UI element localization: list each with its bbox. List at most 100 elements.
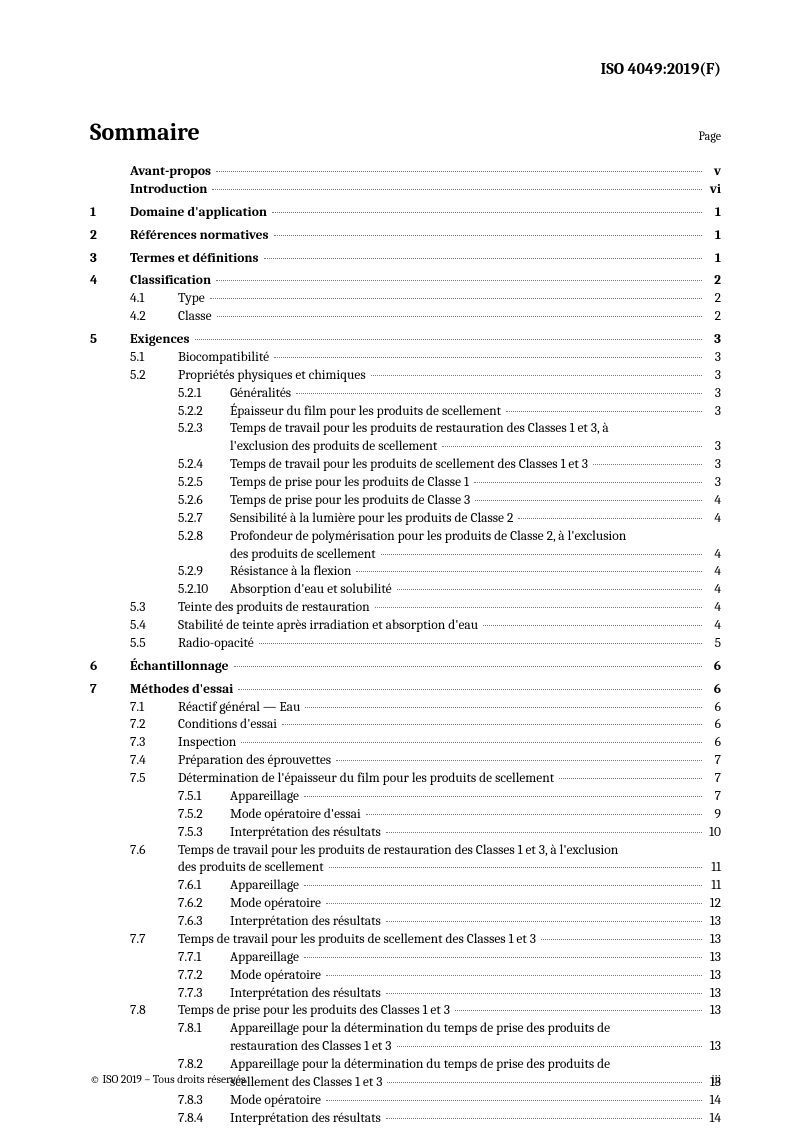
toc-entry-page: 6 [704, 700, 721, 717]
toc-entry-number: 7.5.1 [178, 789, 230, 806]
toc-leader [274, 357, 702, 358]
toc-entry-label: Temps de travail pour les produits de re… [178, 843, 621, 860]
toc-entry-number: 7.5.3 [178, 825, 230, 842]
toc-entry-label: Épaisseur du film pour les produits de s… [230, 404, 504, 421]
toc-leader [326, 975, 702, 976]
toc-leader [274, 235, 703, 236]
toc-entry: 7.5.3Interprétation des résultats10 [90, 825, 721, 842]
toc-entry-page: 1 [704, 251, 721, 268]
toc-leader [326, 903, 702, 904]
toc-leader [483, 625, 702, 626]
toc-entry-page: 2 [704, 309, 721, 326]
document-header: ISO 4049:2019(F) [90, 60, 721, 78]
toc-entry-number: 5.3 [130, 600, 178, 617]
copyright-text: © ISO 2019 – Tous droits réservés [90, 1073, 245, 1086]
toc-entry-label: Appareillage [230, 950, 302, 967]
toc-entry-label: Domaine d'application [130, 205, 270, 222]
toc-entry-number: 5.2.10 [178, 582, 230, 599]
toc-entry: l'exclusion des produits de scellement3 [90, 439, 721, 456]
toc-leader [541, 939, 702, 940]
toc-entry: 7.6Temps de travail pour les produits de… [90, 843, 721, 860]
toc-entry-label: restauration des Classes 1 et 3 [230, 1039, 395, 1056]
toc-entry-label: Introduction [130, 182, 210, 199]
toc-entry-label: Sensibilité à la lumière pour les produi… [230, 511, 516, 528]
toc-entry: 7.5.1Appareillage7 [90, 789, 721, 806]
toc-entry: 7.6.2Mode opératoire12 [90, 896, 721, 913]
toc-entry-label: Réactif général — Eau [178, 700, 303, 717]
toc-entry-page: 3 [704, 404, 721, 421]
toc-entry: Introductionvi [90, 182, 721, 199]
toc-leader [272, 212, 702, 213]
toc-entry: 7.6.3Interprétation des résultats13 [90, 914, 721, 931]
toc-leader [326, 1100, 702, 1101]
toc-entry-page: 6 [704, 682, 721, 699]
toc-entry: 5.5Radio-opacité5 [90, 636, 721, 653]
toc-entry-page: 13 [704, 914, 721, 931]
toc-leader [234, 666, 702, 667]
toc-entry-page: v [704, 164, 721, 181]
toc-entry: 5.4Stabilité de teinte après irradiation… [90, 618, 721, 635]
toc-entry-number: 5.2.3 [178, 421, 230, 438]
toc-entry-label: Avant-propos [130, 164, 214, 181]
toc-entry-label: Résistance à la flexion [230, 564, 354, 581]
toc-leader [455, 1010, 702, 1011]
toc-leader [371, 375, 702, 376]
toc-entry-label: Inspection [178, 735, 239, 752]
toc-entry: 7.1Réactif général — Eau6 [90, 700, 721, 717]
toc-leader [329, 867, 702, 868]
toc-entry-label: Stabilité de teinte après irradiation et… [178, 618, 481, 635]
toc-entry: Avant-propos v [90, 164, 721, 181]
toc-entry-page: 6 [704, 735, 721, 752]
toc-entry: 5.2.2Épaisseur du film pour les produits… [90, 404, 721, 421]
toc-entry-label: Méthodes d'essai [130, 682, 236, 699]
toc-leader [397, 589, 702, 590]
toc-entry-number: 7.5 [130, 771, 178, 788]
toc-entry-page: 7 [704, 771, 721, 788]
toc-entry-label: Temps de travail pour les produits de re… [230, 421, 612, 438]
toc-leader [216, 171, 702, 172]
toc-entry: 5.2.8Profondeur de polymérisation pour l… [90, 529, 721, 546]
toc-entry-label: Interprétation des résultats [230, 986, 384, 1003]
toc-entry-number: 7.6 [130, 843, 178, 860]
toc-leader [506, 411, 702, 412]
toc-entry: 5.1Biocompatibilité3 [90, 350, 721, 367]
toc-entry-label: Classification [130, 273, 214, 290]
toc-entry-label: Temps de travail pour les produits de sc… [178, 932, 539, 949]
toc-entry: 7.8.1Appareillage pour la détermination … [90, 1021, 721, 1038]
toc-entry-label: Type [178, 291, 208, 308]
toc-entry: 5.2.5Temps de prise pour les produits de… [90, 475, 721, 492]
toc-entry-page: 13 [704, 950, 721, 967]
toc-entry: des produits de scellement11 [90, 860, 721, 877]
toc-entry-label: Mode opératoire [230, 1093, 324, 1110]
toc-entry-number: 7.4 [130, 753, 178, 770]
toc-entry-number: 5.2.6 [178, 493, 230, 510]
toc-leader [386, 921, 702, 922]
toc-entry-page: 4 [704, 564, 721, 581]
toc-entry-page: 2 [704, 291, 721, 308]
toc-entry: 5.2.7Sensibilité à la lumière pour les p… [90, 511, 721, 528]
toc-entry-page: 4 [704, 511, 721, 528]
toc-entry-label: Conditions d'essai [178, 717, 280, 734]
toc-entry-label: Détermination de l'épaisseur du film pou… [178, 771, 557, 788]
toc-entry-label: Exigences [130, 332, 193, 349]
toc-entry-label: Références normatives [130, 228, 272, 245]
toc-entry-label: l'exclusion des produits de scellement [230, 439, 440, 456]
toc-leader [195, 339, 703, 340]
toc-entry: 5.2.1Généralités3 [90, 386, 721, 403]
toc-entry-number: 5.2.1 [178, 386, 230, 403]
toc-entry-page: 4 [704, 547, 721, 564]
toc-leader [216, 280, 702, 281]
toc-entry-page: 1 [704, 228, 721, 245]
toc-entry-label: Interprétation des résultats [230, 825, 384, 842]
toc-entry-page: 3 [704, 350, 721, 367]
page-number: iii [711, 1073, 721, 1086]
toc-entry-label: Interprétation des résultats [230, 914, 384, 931]
toc-entry-label: Appareillage [230, 878, 302, 895]
toc-entry-page: 14 [704, 1093, 721, 1110]
toc-leader [304, 957, 702, 958]
toc-entry: 7.7.2Mode opératoire13 [90, 968, 721, 985]
toc-leader [386, 832, 702, 833]
toc-leader [305, 707, 702, 708]
toc-entry-number: 4 [90, 273, 130, 290]
toc-leader [238, 689, 702, 690]
